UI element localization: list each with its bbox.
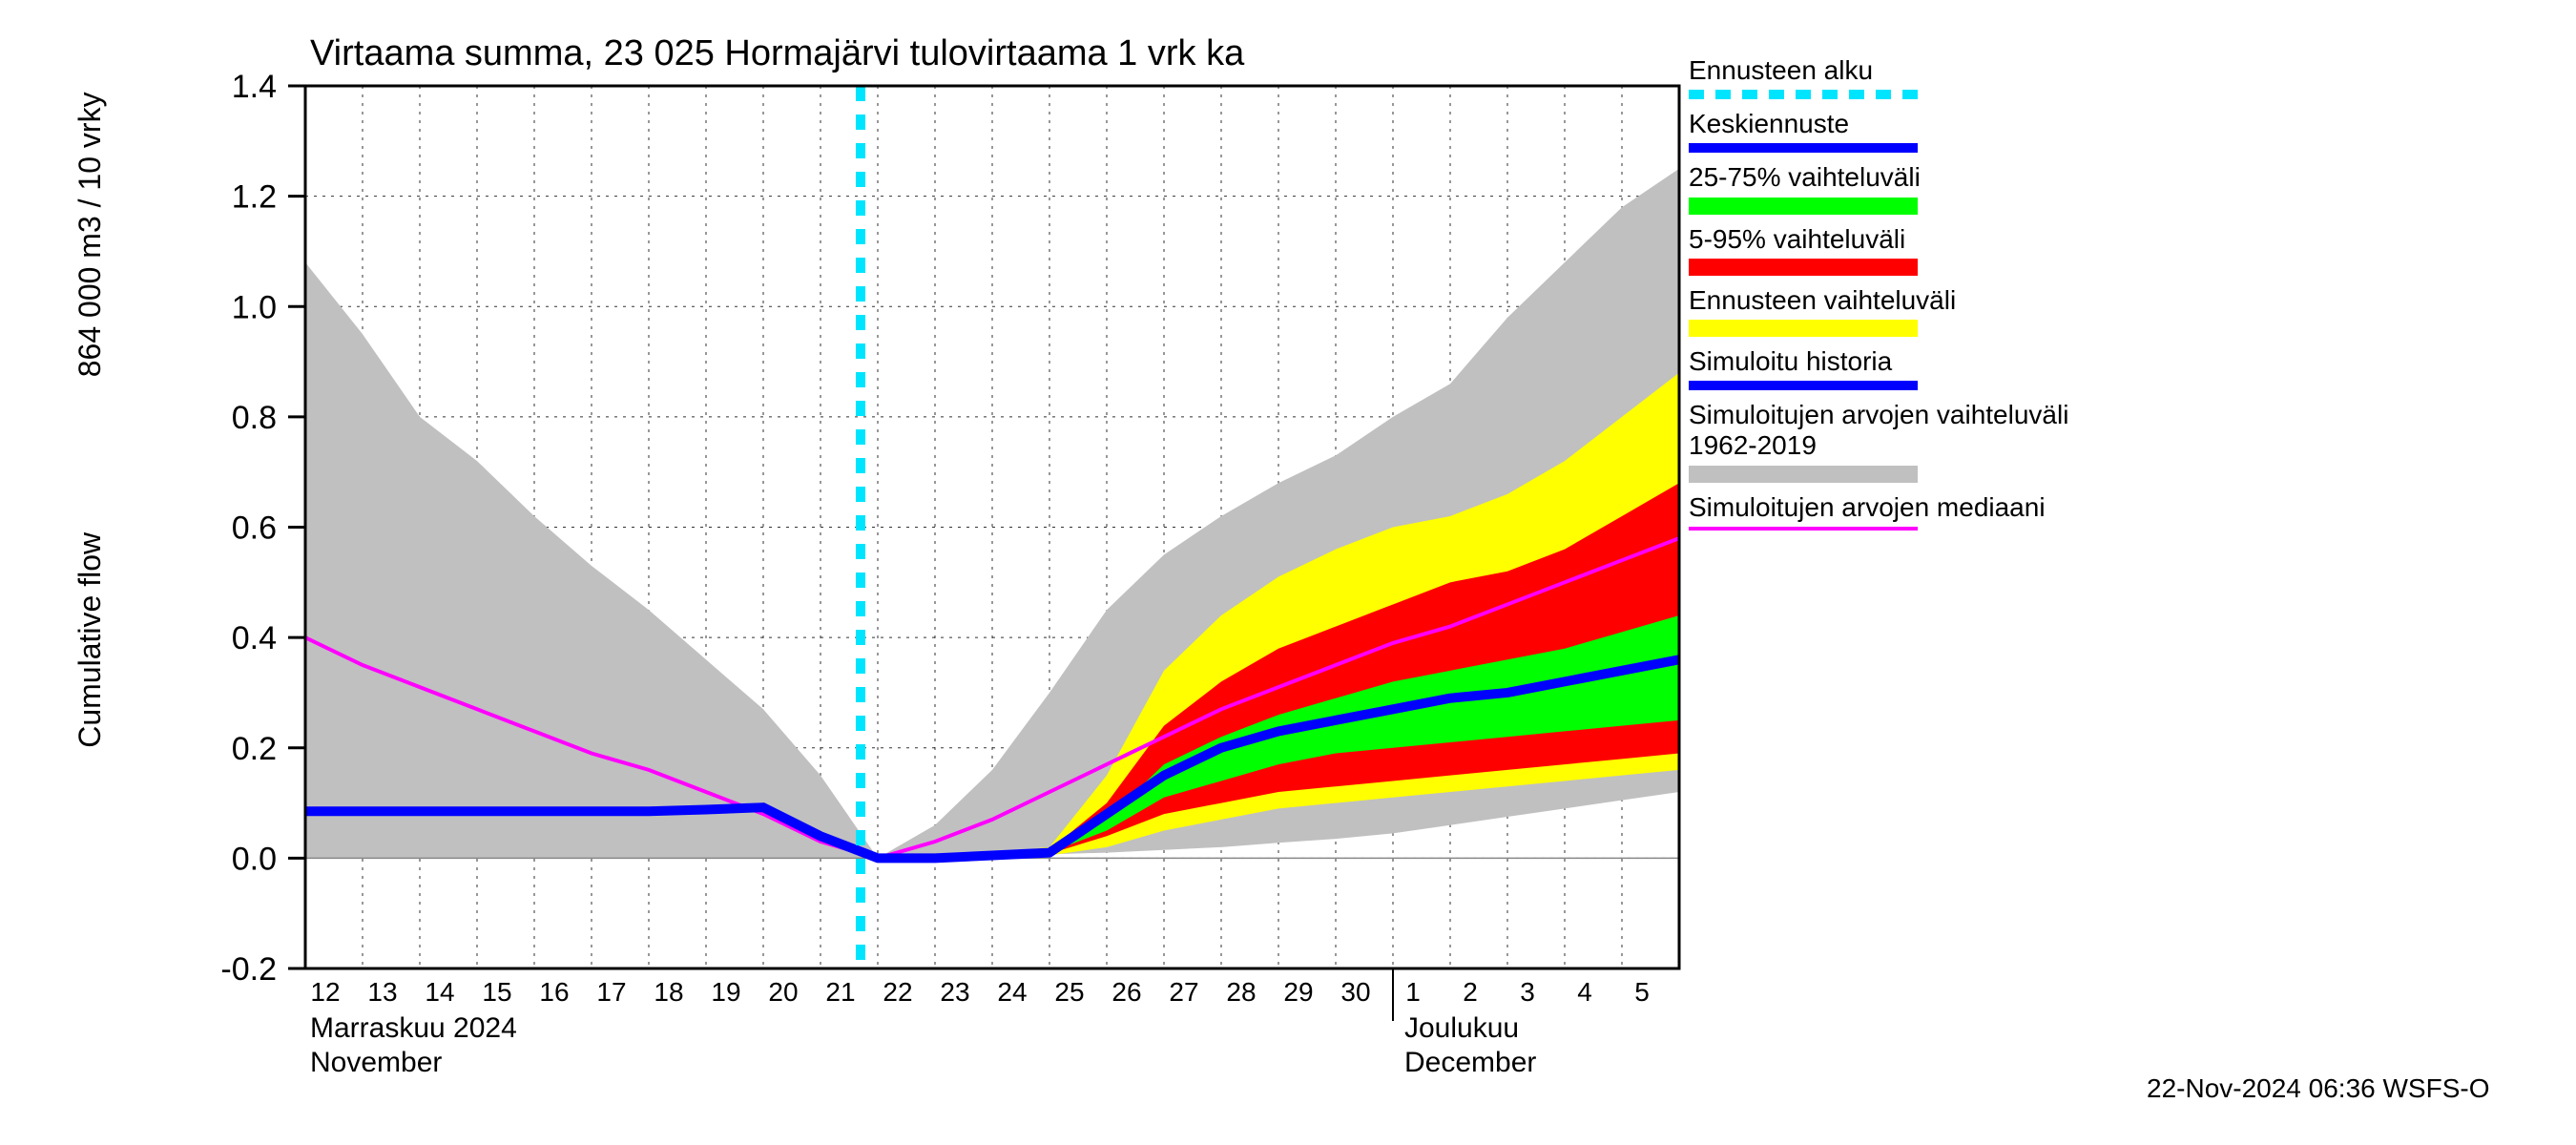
svg-text:14: 14 bbox=[425, 977, 454, 1007]
svg-text:26: 26 bbox=[1111, 977, 1141, 1007]
svg-text:November: November bbox=[310, 1047, 442, 1078]
svg-text:5: 5 bbox=[1634, 977, 1650, 1007]
legend-item: 25-75% vaihteluväli bbox=[1689, 162, 2089, 214]
svg-text:Cumulative flow: Cumulative flow bbox=[73, 531, 107, 748]
svg-text:December: December bbox=[1404, 1047, 1536, 1078]
svg-text:1: 1 bbox=[1405, 977, 1421, 1007]
legend: Ennusteen alku Keskiennuste 25-75% vaihtel… bbox=[1689, 55, 2089, 540]
legend-label: Ennusteen vaihteluväli bbox=[1689, 285, 2089, 316]
footer-timestamp: 22-Nov-2024 06:36 WSFS-O bbox=[2147, 1073, 2490, 1104]
legend-item: Simuloitujen arvojen vaihteluväli 1962-2… bbox=[1689, 400, 2089, 482]
svg-text:20: 20 bbox=[768, 977, 798, 1007]
legend-item: Simuloitujen arvojen mediaani bbox=[1689, 492, 2089, 531]
svg-text:25: 25 bbox=[1054, 977, 1084, 1007]
legend-label: Simuloitujen arvojen mediaani bbox=[1689, 492, 2089, 523]
svg-text:13: 13 bbox=[367, 977, 397, 1007]
legend-swatch bbox=[1689, 320, 1918, 337]
chart-container: { "chart": { "title": "Virtaama summa, 2… bbox=[0, 0, 2576, 1145]
svg-text:-0.2: -0.2 bbox=[220, 951, 277, 988]
svg-text:30: 30 bbox=[1340, 977, 1370, 1007]
svg-text:1.2: 1.2 bbox=[232, 179, 277, 216]
svg-text:3: 3 bbox=[1520, 977, 1535, 1007]
svg-text:1.0: 1.0 bbox=[232, 289, 277, 325]
svg-text:21: 21 bbox=[825, 977, 855, 1007]
legend-item: Ennusteen vaihteluväli bbox=[1689, 285, 2089, 337]
svg-text:27: 27 bbox=[1169, 977, 1198, 1007]
legend-swatch bbox=[1689, 466, 1918, 483]
svg-text:15: 15 bbox=[482, 977, 511, 1007]
svg-text:16: 16 bbox=[539, 977, 569, 1007]
forecast-chart: -0.20.00.20.40.60.81.01.21.4121314151617… bbox=[0, 0, 2576, 1145]
svg-text:28: 28 bbox=[1226, 977, 1256, 1007]
legend-item: Ennusteen alku bbox=[1689, 55, 2089, 99]
legend-label: 25-75% vaihteluväli bbox=[1689, 162, 2089, 193]
svg-text:0.8: 0.8 bbox=[232, 400, 277, 436]
svg-text:864 000 m3 / 10 vrky: 864 000 m3 / 10 vrky bbox=[73, 92, 107, 377]
svg-text:0.6: 0.6 bbox=[232, 510, 277, 547]
legend-item: 5-95% vaihteluväli bbox=[1689, 224, 2089, 276]
legend-label: Simuloitujen arvojen vaihteluväli 1962-2… bbox=[1689, 400, 2089, 461]
legend-item: Simuloitu historia bbox=[1689, 346, 2089, 390]
svg-text:Marraskuu 2024: Marraskuu 2024 bbox=[310, 1012, 517, 1044]
svg-text:22: 22 bbox=[883, 977, 912, 1007]
svg-text:23: 23 bbox=[940, 977, 969, 1007]
legend-item: Keskiennuste bbox=[1689, 109, 2089, 153]
svg-text:24: 24 bbox=[997, 977, 1027, 1007]
svg-text:29: 29 bbox=[1283, 977, 1313, 1007]
legend-swatch bbox=[1689, 90, 1918, 99]
legend-swatch bbox=[1689, 381, 1918, 390]
svg-text:Virtaama summa, 23 025 Hormajä: Virtaama summa, 23 025 Hormajärvi tulovi… bbox=[310, 33, 1245, 73]
legend-swatch bbox=[1689, 198, 1918, 215]
legend-swatch bbox=[1689, 527, 1918, 531]
svg-text:4: 4 bbox=[1577, 977, 1592, 1007]
svg-text:0.4: 0.4 bbox=[232, 620, 277, 656]
svg-text:2: 2 bbox=[1463, 977, 1478, 1007]
svg-text:17: 17 bbox=[596, 977, 626, 1007]
legend-label: Ennusteen alku bbox=[1689, 55, 2089, 86]
svg-text:18: 18 bbox=[654, 977, 683, 1007]
svg-text:0.0: 0.0 bbox=[232, 841, 277, 877]
legend-swatch bbox=[1689, 143, 1918, 153]
svg-text:1.4: 1.4 bbox=[232, 69, 277, 105]
svg-text:0.2: 0.2 bbox=[232, 731, 277, 767]
svg-text:19: 19 bbox=[711, 977, 740, 1007]
svg-text:Joulukuu: Joulukuu bbox=[1404, 1012, 1519, 1044]
legend-swatch bbox=[1689, 259, 1918, 276]
svg-text:12: 12 bbox=[310, 977, 340, 1007]
legend-label: Simuloitu historia bbox=[1689, 346, 2089, 377]
legend-label: Keskiennuste bbox=[1689, 109, 2089, 139]
legend-label: 5-95% vaihteluväli bbox=[1689, 224, 2089, 255]
